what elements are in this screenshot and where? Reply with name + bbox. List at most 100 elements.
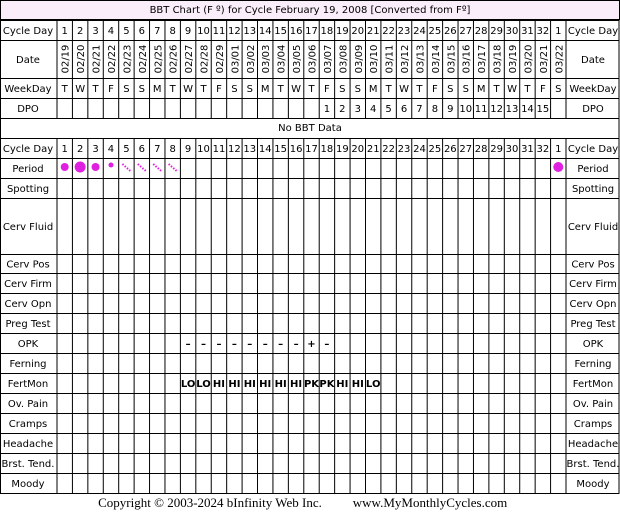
dpo: 14 — [521, 104, 534, 115]
dpo: 13 — [506, 104, 519, 115]
weekday: S — [123, 84, 129, 95]
title: BBT Chart (F º) for Cycle February 19, 2… — [150, 5, 471, 16]
row-label: Preg Test — [570, 319, 615, 330]
cycle-day: 26 — [444, 144, 457, 155]
cycle-day: 19 — [336, 144, 349, 155]
row-label: Spotting — [7, 184, 49, 195]
fertmon-result: LO — [181, 379, 196, 390]
dpo: 6 — [401, 104, 407, 115]
row-label: Cramps — [574, 419, 613, 430]
row-label: Period — [577, 164, 608, 175]
weekday: S — [247, 84, 253, 95]
cycle-day: 28 — [475, 26, 488, 37]
row-label: Cerv Pos — [571, 260, 614, 271]
row-label: Headache — [3, 439, 53, 450]
cycle-day: 23 — [398, 26, 411, 37]
date: 02/23 — [122, 45, 133, 74]
opk-result: – — [232, 339, 237, 350]
date: 03/20 — [523, 45, 534, 74]
date: 03/04 — [277, 45, 288, 74]
date: 03/10 — [369, 45, 380, 74]
cycle-day: 13 — [243, 144, 256, 155]
row-label: Date — [16, 55, 40, 66]
row-label: Moody — [576, 479, 609, 490]
row-label: WeekDay — [4, 84, 51, 95]
row-label: Cycle Day — [3, 26, 53, 37]
cycle-day: 29 — [490, 26, 503, 37]
copyright: Copyright © 2003-2024 bInfinity Web Inc. — [98, 495, 322, 510]
cycle-day: 22 — [382, 144, 395, 155]
cycle-day: 7 — [154, 144, 160, 155]
date: 03/05 — [292, 45, 303, 74]
date: 03/14 — [431, 45, 442, 74]
date: 03/06 — [308, 45, 319, 74]
date: 03/03 — [261, 45, 272, 74]
weekday: S — [139, 84, 145, 95]
row-label: Brst. Tend. — [2, 459, 55, 470]
fertmon-result: HI — [336, 379, 348, 390]
date: 02/26 — [169, 45, 180, 74]
weekday: S — [447, 84, 453, 95]
row-label: Cramps — [9, 419, 48, 430]
period-dot — [553, 162, 564, 172]
row-label: Cerv Opn — [570, 299, 617, 310]
cycle-day: 14 — [259, 26, 272, 37]
row-label: Cycle Day — [3, 144, 53, 155]
cycle-day: 17 — [305, 144, 318, 155]
row-label: Moody — [11, 479, 44, 490]
date: 02/29 — [215, 45, 226, 74]
period-dot — [108, 162, 114, 168]
cycle-day: 10 — [197, 26, 210, 37]
fertmon-result: HI — [290, 379, 302, 390]
date: 02/20 — [76, 45, 87, 74]
website: www.MyMonthlyCycles.com — [353, 495, 507, 510]
dpo: 4 — [370, 104, 376, 115]
period-dot — [91, 163, 100, 171]
cycle-day: 1 — [555, 26, 561, 37]
date: 02/24 — [138, 45, 149, 74]
row-label: FertMon — [573, 379, 613, 390]
date: 03/19 — [508, 45, 519, 74]
cycle-day: 8 — [169, 144, 175, 155]
weekday: W — [507, 84, 517, 95]
cycle-day: 32 — [536, 26, 549, 37]
cycle-day: 8 — [169, 26, 175, 37]
cycle-day: 17 — [305, 26, 318, 37]
weekday: T — [92, 84, 100, 95]
row-label: Date — [581, 55, 605, 66]
row-label: OPK — [583, 339, 604, 350]
cycle-day: 9 — [185, 144, 191, 155]
row-label: Cerv Opn — [5, 299, 52, 310]
date: 02/19 — [61, 45, 72, 74]
cycle-day: 16 — [290, 144, 303, 155]
fertmon-result: LO — [366, 379, 381, 390]
fertmon-result: LO — [196, 379, 211, 390]
row-label: Preg Test — [5, 319, 50, 330]
fertmon-result: PK — [304, 379, 320, 390]
dpo: 3 — [355, 104, 361, 115]
dpo: 9 — [447, 104, 453, 115]
cycle-day: 10 — [197, 144, 210, 155]
cycle-day: 12 — [228, 26, 241, 37]
cycle-day: 13 — [243, 26, 256, 37]
cycle-day: 3 — [92, 26, 98, 37]
weekday: F — [108, 84, 114, 95]
weekday: T — [385, 84, 393, 95]
period-dot — [74, 161, 86, 173]
date: 02/21 — [92, 45, 103, 74]
date: 03/18 — [493, 45, 504, 74]
row-label: Ov. Pain — [8, 399, 48, 410]
row-label: DPO — [17, 104, 39, 115]
date: 03/07 — [323, 45, 334, 74]
cycle-day: 16 — [290, 26, 303, 37]
cycle-day: 21 — [367, 144, 380, 155]
weekday: M — [153, 84, 162, 95]
dpo: 11 — [475, 104, 488, 115]
weekday: F — [540, 84, 546, 95]
dpo: 12 — [490, 104, 503, 115]
row-label: Spotting — [572, 184, 614, 195]
fertmon-result: HI — [244, 379, 256, 390]
date: 03/11 — [385, 45, 396, 74]
cycle-day: 11 — [213, 26, 226, 37]
